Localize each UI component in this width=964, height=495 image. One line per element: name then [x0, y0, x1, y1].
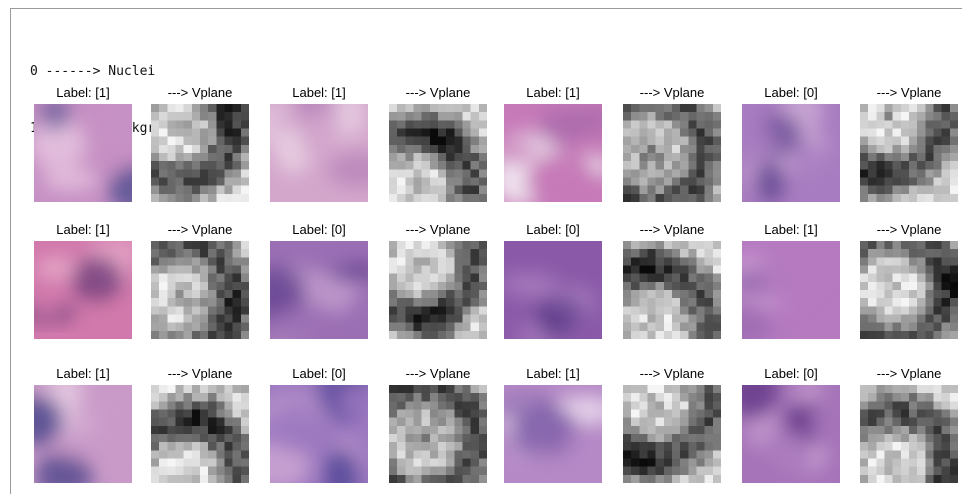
vplane-image: [623, 104, 721, 202]
vplane-image: [151, 385, 249, 483]
vplane-image: [623, 241, 721, 339]
vplane-image: [389, 241, 487, 339]
vplane-image: [389, 104, 487, 202]
legend-code: 0: [30, 64, 38, 79]
vplane-label: ---> Vplane: [639, 222, 705, 237]
histology-patch-image: [34, 385, 132, 483]
patch-label: Label: [1]: [292, 85, 346, 100]
histology-patch-image: [34, 104, 132, 202]
histology-patch-image: [270, 241, 368, 339]
histology-patch-image: [742, 385, 840, 483]
patch-label: Label: [0]: [764, 85, 818, 100]
vplane-image: [151, 241, 249, 339]
histology-patch-image: [270, 385, 368, 483]
vplane-label: ---> Vplane: [876, 366, 942, 381]
patch-label: Label: [1]: [526, 366, 580, 381]
patch-label: Label: [0]: [292, 366, 346, 381]
legend-name: Nuclei: [108, 64, 156, 79]
vplane-image: [151, 104, 249, 202]
patch-label: Label: [1]: [526, 85, 580, 100]
histology-patch-image: [34, 241, 132, 339]
vplane-label: ---> Vplane: [167, 85, 233, 100]
histology-patch-image: [504, 241, 602, 339]
legend-arrow: ------>: [45, 64, 101, 79]
vplane-image: [860, 104, 958, 202]
vplane-label: ---> Vplane: [405, 366, 471, 381]
histology-patch-image: [742, 104, 840, 202]
patch-label: Label: [0]: [526, 222, 580, 237]
vplane-image: [860, 241, 958, 339]
histology-patch-image: [270, 104, 368, 202]
vplane-label: ---> Vplane: [405, 85, 471, 100]
vplane-image: [860, 385, 958, 483]
patch-label: Label: [1]: [56, 222, 110, 237]
vplane-label: ---> Vplane: [876, 85, 942, 100]
patch-label: Label: [1]: [764, 222, 818, 237]
patch-label: Label: [1]: [56, 366, 110, 381]
vplane-label: ---> Vplane: [167, 222, 233, 237]
legend-row-nuclei: 0 ------> Nuclei: [30, 62, 187, 81]
patch-label: Label: [0]: [764, 366, 818, 381]
histology-patch-image: [742, 241, 840, 339]
vplane-label: ---> Vplane: [639, 85, 705, 100]
vplane-label: ---> Vplane: [167, 366, 233, 381]
histology-patch-image: [504, 104, 602, 202]
legend-code: 1: [30, 121, 38, 136]
vplane-label: ---> Vplane: [405, 222, 471, 237]
patch-label: Label: [1]: [56, 85, 110, 100]
histology-patch-image: [504, 385, 602, 483]
vplane-image: [623, 385, 721, 483]
vplane-image: [389, 385, 487, 483]
vplane-label: ---> Vplane: [639, 366, 705, 381]
vplane-label: ---> Vplane: [876, 222, 942, 237]
patch-label: Label: [0]: [292, 222, 346, 237]
